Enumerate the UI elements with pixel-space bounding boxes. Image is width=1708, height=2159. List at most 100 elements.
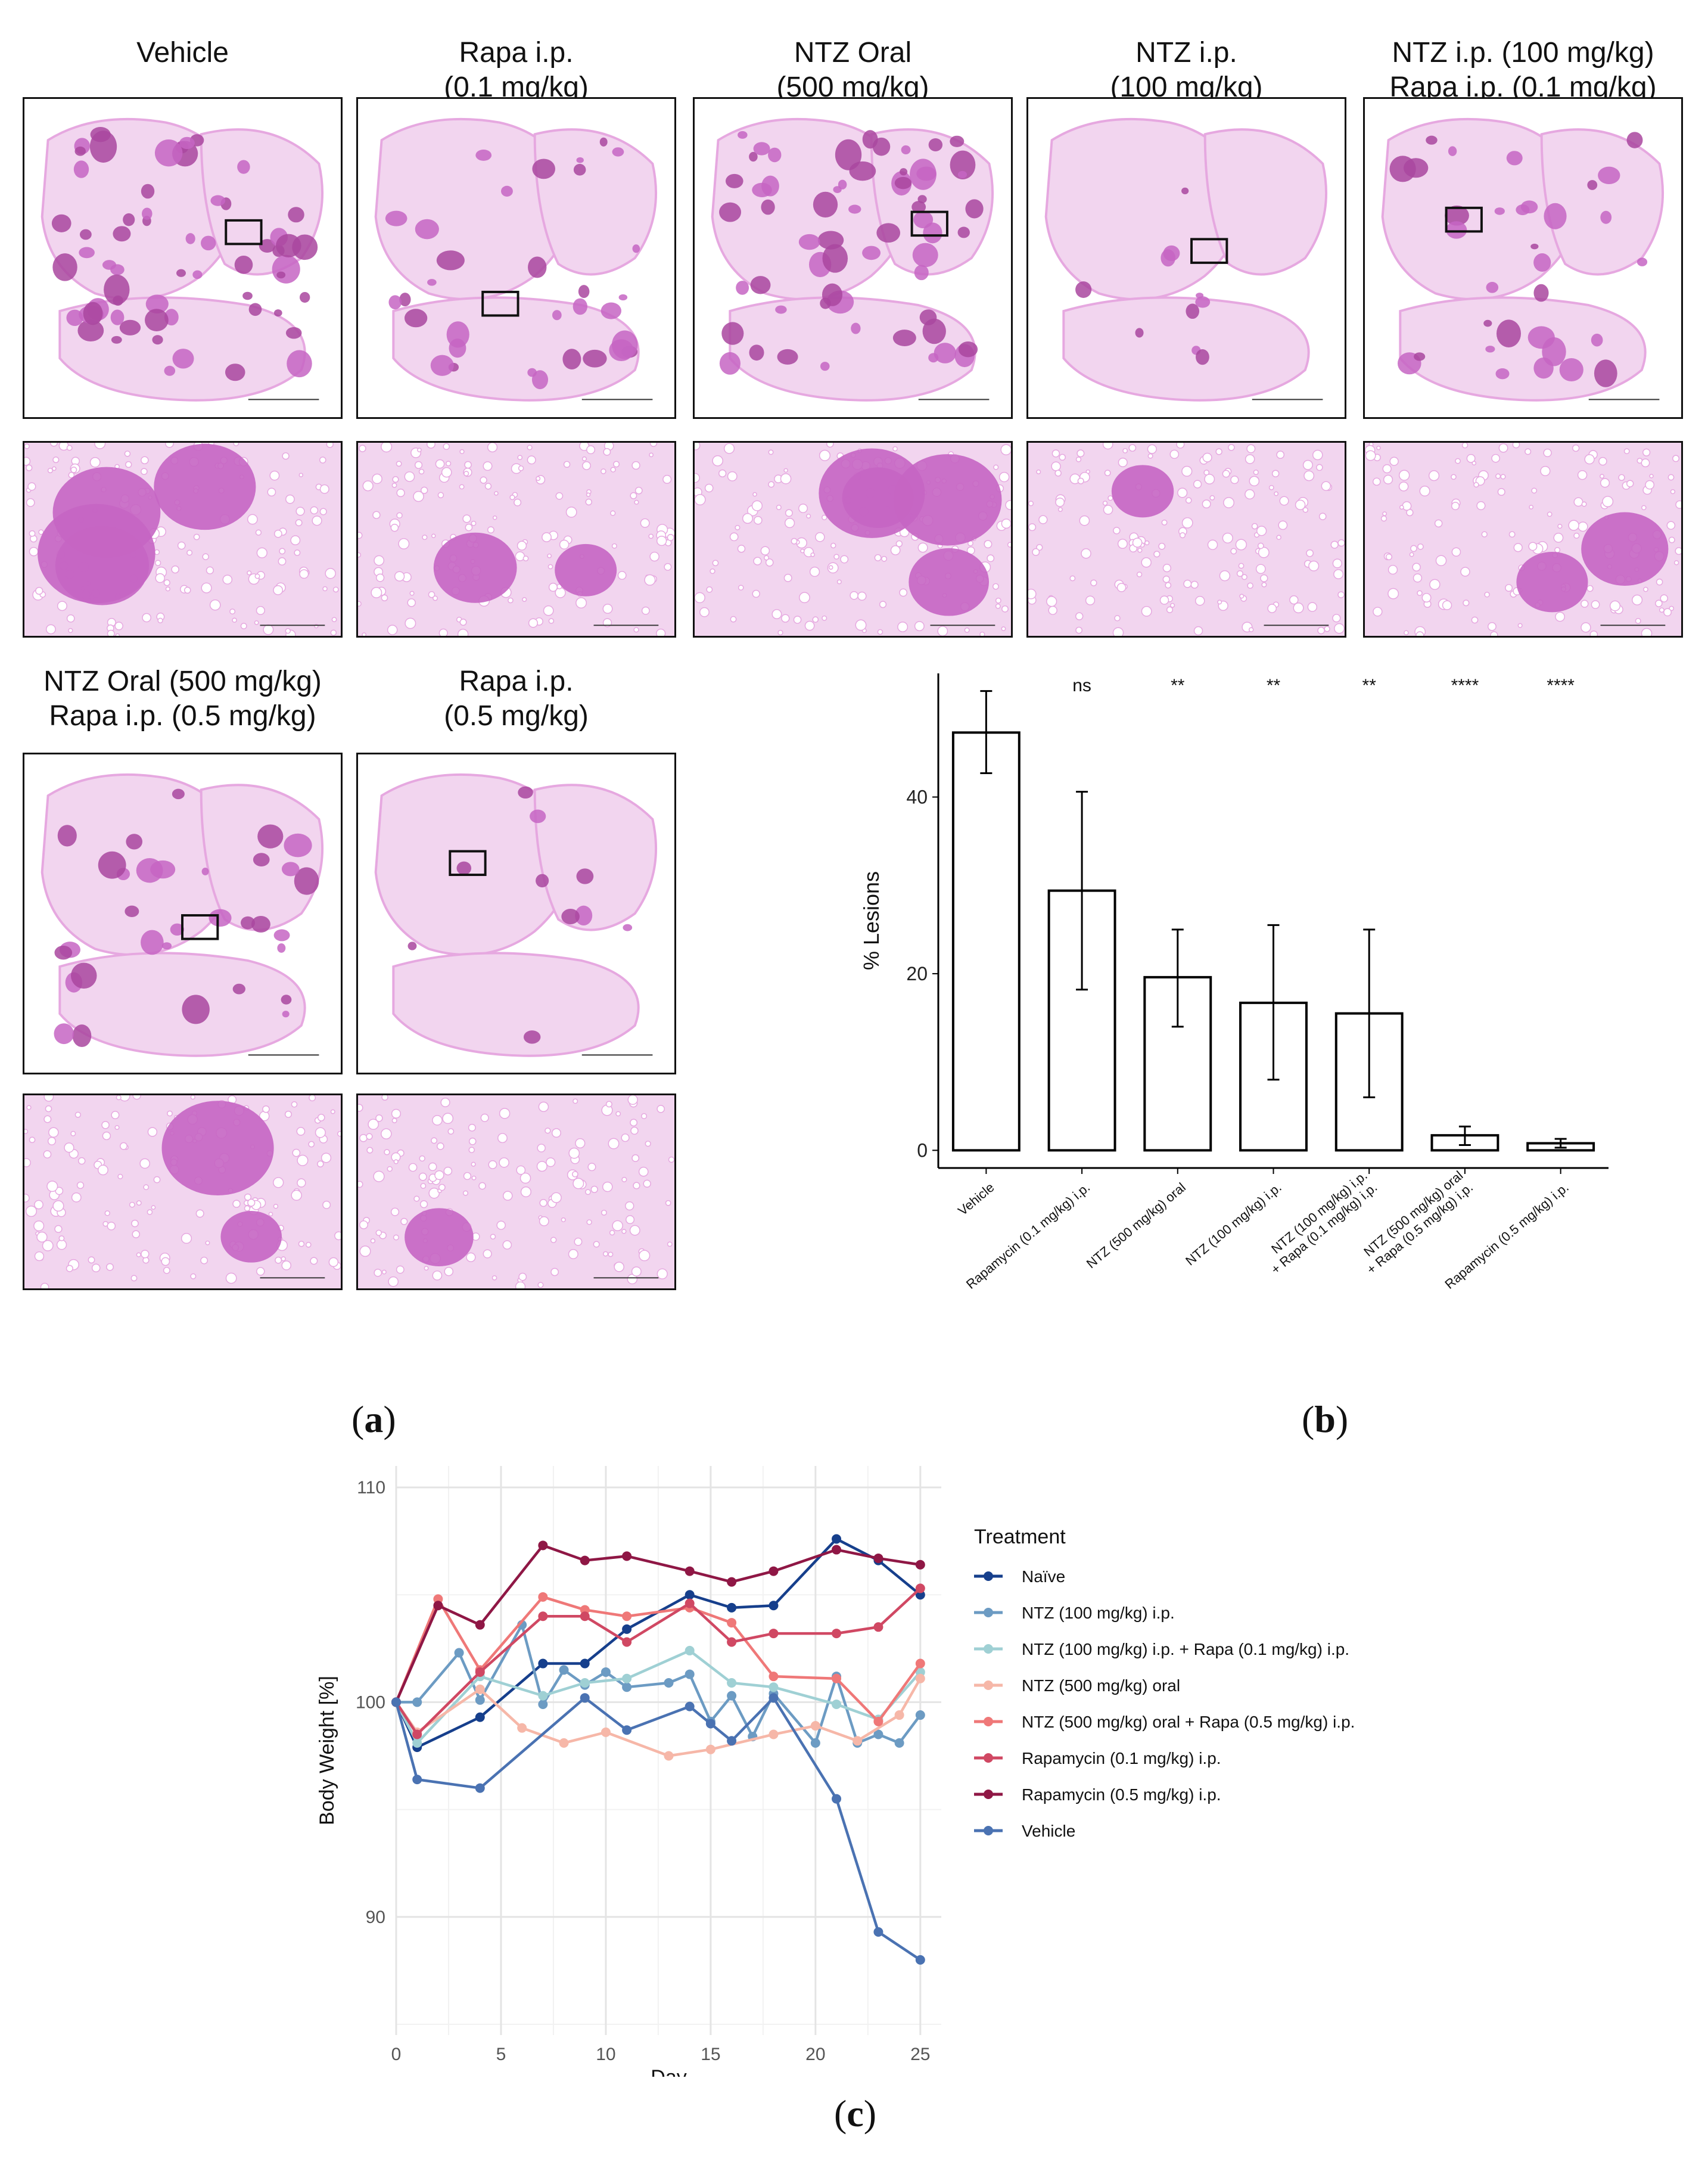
alveolus	[639, 1250, 651, 1262]
alveolus	[436, 1142, 444, 1150]
data-point	[915, 1658, 925, 1669]
lesion	[73, 160, 89, 178]
alveolus	[497, 1133, 508, 1144]
alveolus	[1330, 540, 1339, 549]
alveolus	[812, 616, 819, 623]
alveolus	[165, 586, 170, 592]
alveolus	[1181, 465, 1193, 477]
lesion	[300, 291, 310, 303]
alveolus	[1660, 594, 1669, 602]
lesion-zoomed	[555, 543, 617, 597]
alveolus	[610, 510, 616, 516]
alveolus	[573, 1178, 584, 1189]
data-point	[685, 1669, 695, 1679]
lesion	[1161, 249, 1175, 267]
alveolus	[585, 498, 593, 506]
lesion	[259, 239, 276, 253]
lesion	[1506, 151, 1523, 166]
lung-section-drawing	[1044, 117, 1328, 402]
alveolus	[656, 536, 667, 546]
x-tick-label: NTZ (100 mg/kg) i.p.	[1183, 1180, 1284, 1269]
lesion	[145, 294, 169, 314]
alveolus	[752, 492, 757, 497]
alveolus	[48, 1127, 59, 1138]
lesion	[1516, 204, 1530, 216]
alveolus	[890, 545, 901, 555]
lesion	[201, 868, 209, 875]
alveolus	[610, 467, 616, 473]
alveolus	[1471, 461, 1477, 466]
alveolus	[527, 445, 533, 451]
zoom-region-box	[1445, 206, 1483, 233]
alveolus	[1398, 470, 1410, 481]
alveolus	[1085, 595, 1096, 605]
lesion	[1186, 303, 1200, 319]
alveolus	[1466, 453, 1476, 463]
alveolus	[1246, 444, 1256, 453]
alveolus	[1090, 579, 1097, 586]
alveolus	[1158, 542, 1166, 550]
alveolus	[1461, 443, 1469, 449]
alveolus	[417, 448, 422, 453]
alveolus	[29, 546, 39, 557]
data-point	[915, 1583, 925, 1593]
alveolus	[1279, 496, 1289, 506]
data-point	[475, 1783, 485, 1793]
series-line	[394, 1595, 922, 1723]
alveolus	[550, 1192, 562, 1203]
alveolus	[574, 1237, 583, 1246]
alveolus	[66, 614, 75, 623]
alveolus	[695, 443, 701, 451]
alveolus	[143, 1184, 150, 1191]
alveolus	[1295, 499, 1306, 510]
data-point	[538, 1611, 548, 1621]
zoom-region-box	[181, 914, 219, 940]
y-axis-label: % Lesions	[859, 871, 883, 970]
alveolus	[463, 1172, 472, 1181]
alveolus	[706, 586, 713, 593]
alveolus	[1547, 511, 1553, 517]
alveolus	[358, 1104, 363, 1112]
alveolus	[394, 571, 405, 582]
lung-section-drawing	[711, 117, 994, 402]
lesion	[518, 786, 533, 799]
alveolus	[421, 486, 428, 494]
alveolus	[537, 1144, 546, 1152]
sample-title: NTZ i.p. (100 mg/kg) Rapa i.p. (0.1 mg/k…	[1389, 37, 1657, 103]
alveolus	[1659, 607, 1665, 613]
lesion	[253, 853, 270, 866]
data-point	[391, 1697, 401, 1707]
lesion	[79, 229, 92, 240]
lesion-zoomed	[1581, 512, 1669, 586]
alveolus	[151, 1205, 156, 1210]
alveolus	[278, 557, 287, 566]
alveolus	[1421, 593, 1432, 603]
alveolus	[1267, 604, 1277, 613]
lesion-zoomed	[433, 532, 517, 603]
x-tick-label: 0	[391, 2045, 402, 2064]
alveolus	[1036, 469, 1041, 474]
legend-swatch-point	[984, 1717, 993, 1726]
lesion	[1075, 281, 1092, 298]
alveolus	[1059, 453, 1066, 461]
alveolus	[537, 1282, 544, 1288]
alveolus	[1075, 612, 1084, 620]
alveolus	[695, 473, 700, 483]
x-tick-label: 5	[496, 2045, 506, 2064]
alveolus	[1048, 605, 1057, 615]
data-point	[769, 1682, 779, 1692]
data-point	[412, 1775, 422, 1785]
alveolus	[57, 601, 67, 611]
alveolus	[1476, 501, 1486, 511]
alveolus	[993, 464, 999, 470]
lesion	[601, 302, 621, 319]
lesion	[77, 319, 104, 341]
alveolus	[1141, 605, 1152, 617]
lesion-zoomed	[1111, 465, 1174, 518]
alveolus	[254, 620, 259, 625]
alveolus	[917, 542, 928, 553]
alveolus	[381, 443, 393, 453]
alveolus	[587, 1163, 596, 1172]
alveolus	[1481, 531, 1488, 538]
alveolus	[582, 461, 591, 470]
